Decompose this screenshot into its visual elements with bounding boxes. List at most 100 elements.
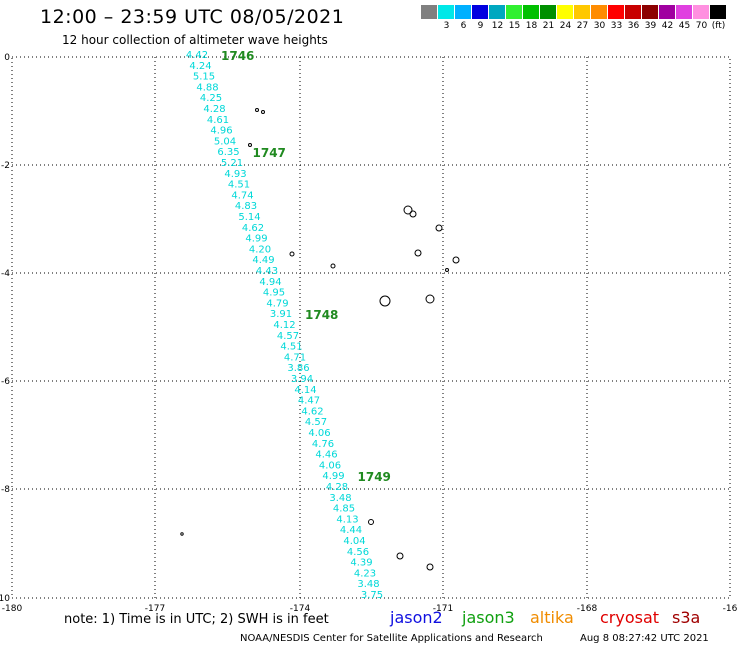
map-axis-labels: -180 -177 -174 -171 -168 -16 0 -2 -4 -6 -8 -10 bbox=[0, 53, 738, 614]
map-frame bbox=[11, 56, 731, 599]
legend-swatch bbox=[438, 5, 455, 19]
legend-label: 21 bbox=[542, 21, 555, 31]
wave-height-value: 3.91 bbox=[270, 309, 292, 320]
legend-label: 45 bbox=[678, 21, 691, 31]
legend-label: 6 bbox=[460, 21, 467, 31]
wave-height-value: 4.49 bbox=[252, 255, 274, 266]
color-legend: 3 6 9 12 15 18 21 24 27 30 33 36 39 42 45 70 (ft) bbox=[421, 5, 727, 31]
legend-swatch bbox=[523, 5, 540, 19]
legend-swatch bbox=[489, 5, 506, 19]
island-outline bbox=[396, 552, 404, 560]
legend-swatch bbox=[455, 5, 472, 19]
map-grid bbox=[11, 56, 731, 599]
legend-swatch bbox=[506, 5, 523, 19]
wave-height-value: 4.51 bbox=[228, 180, 250, 191]
wave-height-value: 4.12 bbox=[273, 320, 295, 331]
wave-height-value: 5.15 bbox=[193, 72, 215, 83]
wave-height-value: 4.85 bbox=[333, 504, 355, 515]
legend-label: 30 bbox=[593, 21, 606, 31]
wave-height-value: 4.24 bbox=[189, 61, 211, 72]
wave-height-value: 4.94 bbox=[259, 277, 281, 288]
legend-swatch bbox=[710, 5, 727, 19]
wave-height-value: 4.76 bbox=[312, 439, 334, 450]
wave-height-value: 4.62 bbox=[301, 406, 323, 417]
wave-height-value: 4.46 bbox=[315, 450, 337, 461]
legend-swatches bbox=[421, 5, 727, 19]
mission-altika: altika bbox=[530, 608, 574, 627]
page-subtitle: 12 hour collection of altimeter wave hei… bbox=[62, 33, 328, 47]
wave-height-value: 4.13 bbox=[336, 514, 358, 525]
wave-height-value: 4.83 bbox=[235, 201, 257, 212]
wave-height-value: 4.23 bbox=[354, 568, 376, 579]
legend-label: 12 bbox=[491, 21, 504, 31]
lon-tick-label: -168 bbox=[577, 604, 598, 614]
lon-tick-label: -171 bbox=[433, 604, 453, 614]
legend-labels: 3 6 9 12 15 18 21 24 27 30 33 36 39 42 45 70 (ft) bbox=[421, 21, 727, 31]
wave-height-value: 4.14 bbox=[294, 385, 316, 396]
lon-tick-label: -16 bbox=[723, 604, 738, 614]
wave-height-value: 4.88 bbox=[196, 82, 218, 93]
mission-s3a: s3a bbox=[672, 608, 701, 627]
wave-height-value: 4.47 bbox=[298, 396, 320, 407]
island-outline bbox=[248, 143, 252, 147]
island-outline bbox=[403, 205, 413, 215]
wave-height-value: 4.51 bbox=[280, 342, 302, 353]
wave-height-value: 4.28 bbox=[326, 482, 348, 493]
lat-tick-label: -10 bbox=[0, 594, 10, 604]
legend-swatch bbox=[659, 5, 676, 19]
track-time-label: 1749 bbox=[358, 470, 391, 484]
legend-label: 15 bbox=[508, 21, 521, 31]
wave-height-value: 5.14 bbox=[238, 212, 260, 223]
island-outline bbox=[445, 268, 449, 272]
lat-tick-label: -6 bbox=[1, 377, 10, 387]
island-outlines bbox=[180, 108, 460, 571]
island-outline bbox=[435, 224, 443, 232]
wave-height-value: 4.71 bbox=[284, 352, 306, 363]
wave-height-value: 3.75 bbox=[361, 590, 383, 601]
island-outline bbox=[261, 110, 265, 114]
wave-height-value: 4.95 bbox=[263, 288, 285, 299]
legend-swatch bbox=[676, 5, 693, 19]
wave-height-value: 4.57 bbox=[305, 417, 327, 428]
wave-height-value: 4.61 bbox=[207, 115, 229, 126]
island-outline bbox=[289, 251, 295, 257]
island-outline bbox=[452, 256, 460, 264]
track-time-label: 1748 bbox=[305, 308, 338, 322]
lat-tick-label: 0 bbox=[4, 53, 10, 63]
wave-height-value: 5.21 bbox=[221, 158, 243, 169]
wave-height-value: 3.94 bbox=[291, 374, 313, 385]
wave-height-value: 4.99 bbox=[322, 471, 344, 482]
wave-height-value: 4.39 bbox=[350, 558, 372, 569]
legend-label: 33 bbox=[610, 21, 623, 31]
legend-label: 39 bbox=[644, 21, 657, 31]
island-outline bbox=[426, 563, 434, 571]
legend-label: 24 bbox=[559, 21, 572, 31]
island-outline bbox=[425, 294, 435, 304]
track-time-label: 1746 bbox=[221, 49, 254, 63]
wave-height-value: 4.96 bbox=[210, 126, 232, 137]
wave-height-value: 4.99 bbox=[245, 234, 267, 245]
wave-height-value: 4.28 bbox=[203, 104, 225, 115]
legend-label: 27 bbox=[576, 21, 589, 31]
legend-swatch bbox=[574, 5, 591, 19]
wave-height-value: 6.35 bbox=[217, 147, 239, 158]
wave-height-value: 4.42 bbox=[186, 50, 208, 61]
wave-height-value: 3.48 bbox=[357, 579, 379, 590]
wave-height-value: 4.62 bbox=[242, 223, 264, 234]
wave-height-value: 4.25 bbox=[200, 93, 222, 104]
lon-tick-label: -177 bbox=[145, 604, 165, 614]
wave-height-value: 4.79 bbox=[266, 298, 288, 309]
island-outline bbox=[330, 263, 336, 269]
track-time-labels: 1746 1747 1748 1749 bbox=[221, 49, 391, 484]
island-outline bbox=[255, 108, 259, 112]
legend-swatch bbox=[472, 5, 489, 19]
wave-height-value: 5.04 bbox=[214, 136, 236, 147]
island-outline bbox=[368, 519, 374, 525]
mission-jason3: jason3 bbox=[462, 608, 515, 627]
legend-swatch bbox=[625, 5, 642, 19]
lat-tick-label: -2 bbox=[1, 161, 10, 171]
island-outline bbox=[414, 249, 422, 257]
wave-height-value: 4.43 bbox=[256, 266, 278, 277]
legend-label: 3 bbox=[443, 21, 450, 31]
wave-height-value: 4.93 bbox=[224, 169, 246, 180]
